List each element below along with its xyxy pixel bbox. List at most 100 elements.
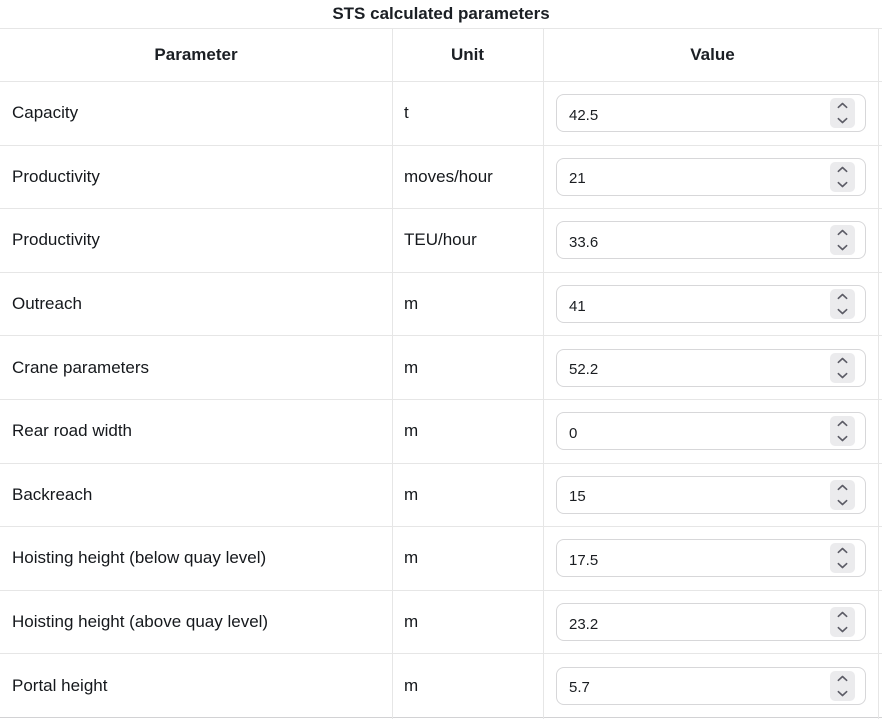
unit-cell: m <box>404 484 419 504</box>
stepper-down-button[interactable] <box>830 496 855 509</box>
chevron-down-icon <box>837 118 848 124</box>
unit-cell: TEU/hour <box>404 230 477 250</box>
value-cell <box>543 400 882 463</box>
unit-cell: m <box>404 421 419 441</box>
stepper-down-button[interactable] <box>830 114 855 127</box>
value-cell <box>543 591 882 654</box>
unit-cell: m <box>404 357 419 377</box>
chevron-down-icon <box>837 436 848 442</box>
stepper-down-button[interactable] <box>830 559 855 572</box>
chevron-up-icon <box>837 420 848 427</box>
value-cell <box>543 146 882 209</box>
parameter-cell: Hoisting height (above quay level) <box>12 612 269 632</box>
value-stepper <box>830 352 855 383</box>
chevron-down-icon <box>837 690 848 696</box>
value-stepper <box>830 670 855 701</box>
chevron-up-icon <box>837 611 848 618</box>
value-input[interactable] <box>557 667 865 704</box>
stepper-up-button[interactable] <box>830 417 855 430</box>
table-row: Capacity t <box>0 82 882 146</box>
table-row: Hoisting height (above quay level) m <box>0 591 882 655</box>
value-input-wrap <box>556 539 866 578</box>
parameter-cell: Productivity <box>12 166 100 186</box>
chevron-down-icon <box>837 626 848 633</box>
parameter-cell: Capacity <box>12 103 79 123</box>
stepper-down-button[interactable] <box>830 369 855 382</box>
value-cell <box>543 654 882 717</box>
stepper-up-button[interactable] <box>830 672 855 685</box>
chevron-down-icon <box>837 181 848 188</box>
stepper-up-button[interactable] <box>830 226 855 239</box>
chevron-down-icon <box>837 563 848 569</box>
table-row: Backreach m <box>0 464 882 528</box>
unit-cell: m <box>404 612 419 632</box>
chevron-down-icon <box>837 245 848 251</box>
table-row: Hoisting height (below quay level) m <box>0 527 882 591</box>
value-input-wrap <box>556 475 866 514</box>
value-input-wrap <box>556 285 866 324</box>
unit-cell: m <box>404 675 419 695</box>
unit-cell: m <box>404 294 419 314</box>
table-body: Capacity t <box>0 82 882 718</box>
value-cell <box>543 336 882 399</box>
value-input-wrap <box>556 94 866 133</box>
chevron-up-icon <box>837 484 848 491</box>
value-input-wrap <box>556 157 866 196</box>
parameter-cell: Crane parameters <box>12 357 150 377</box>
value-input-wrap <box>556 412 866 451</box>
value-cell <box>543 209 882 272</box>
value-input-wrap <box>556 348 866 387</box>
stepper-up-button[interactable] <box>830 354 855 367</box>
stepper-down-button[interactable] <box>830 623 855 636</box>
page-title: STS calculated parameters <box>332 4 550 23</box>
unit-cell: t <box>404 103 409 123</box>
value-stepper <box>830 98 855 129</box>
value-stepper <box>830 543 855 574</box>
table-row: Portal height m <box>0 654 882 718</box>
value-stepper <box>830 416 855 447</box>
stepper-down-button[interactable] <box>830 432 855 445</box>
value-stepper <box>830 225 855 256</box>
value-input[interactable] <box>557 158 865 195</box>
value-cell <box>543 464 882 527</box>
value-input[interactable] <box>557 222 865 259</box>
value-input[interactable] <box>557 476 865 513</box>
value-input[interactable] <box>557 604 865 641</box>
stepper-down-button[interactable] <box>830 178 855 191</box>
value-input[interactable] <box>557 540 865 577</box>
value-stepper <box>830 479 855 510</box>
chevron-down-icon <box>837 499 848 506</box>
chevron-up-icon <box>837 675 848 681</box>
stepper-up-button[interactable] <box>830 99 855 112</box>
table-row: Outreach m <box>0 273 882 337</box>
value-input[interactable] <box>557 286 865 323</box>
value-input[interactable] <box>557 349 865 386</box>
parameters-table: Parameter Unit Value Capacity t <box>0 28 882 719</box>
stepper-down-button[interactable] <box>830 241 855 254</box>
table-row: Crane parameters m <box>0 336 882 400</box>
stepper-down-button[interactable] <box>830 305 855 318</box>
stepper-down-button[interactable] <box>830 687 855 700</box>
chevron-up-icon <box>837 230 848 236</box>
table-row: Productivity moves/hour <box>0 146 882 210</box>
value-input-wrap <box>556 666 866 705</box>
chevron-down-icon <box>837 308 848 315</box>
chevron-up-icon <box>837 548 848 554</box>
unit-cell: m <box>404 548 419 568</box>
value-stepper <box>830 607 855 638</box>
stepper-up-button[interactable] <box>830 608 855 621</box>
stepper-up-button[interactable] <box>830 290 855 303</box>
unit-cell: moves/hour <box>404 166 493 186</box>
table-row: Productivity TEU/hour <box>0 209 882 273</box>
parameter-cell: Portal height <box>12 675 108 695</box>
header-unit: Unit <box>450 45 485 64</box>
table-header-row: Parameter Unit Value <box>0 29 882 82</box>
parameter-cell: Productivity <box>12 230 100 250</box>
stepper-up-button[interactable] <box>830 163 855 176</box>
stepper-up-button[interactable] <box>830 544 855 557</box>
value-input[interactable] <box>557 413 865 450</box>
value-input[interactable] <box>557 95 865 132</box>
value-stepper <box>830 289 855 320</box>
stepper-up-button[interactable] <box>830 481 855 494</box>
